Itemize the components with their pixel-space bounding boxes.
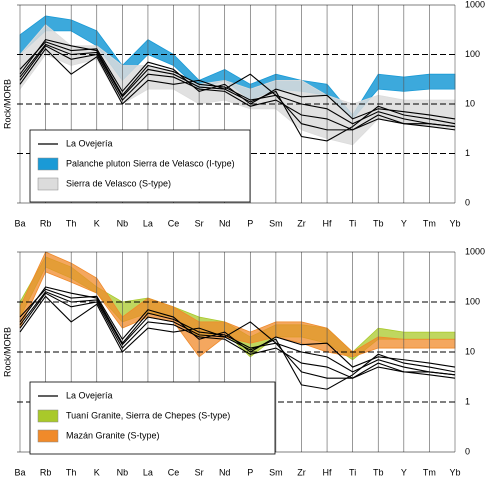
y-tick-label: 100: [465, 296, 480, 306]
x-tick-label: Nd: [219, 467, 231, 477]
x-tick-label: Sr: [195, 467, 204, 477]
x-tick-label: Nb: [117, 467, 129, 477]
x-tick-label: Ce: [168, 218, 180, 228]
x-tick-label: Hf: [323, 467, 332, 477]
sample-line: [19, 288, 456, 368]
sample-line: [19, 291, 456, 390]
x-tick-label: Y: [401, 467, 407, 477]
x-tick-label: Ce: [168, 467, 180, 477]
x-tick-label: Zr: [297, 467, 306, 477]
x-tick-label: Th: [66, 467, 77, 477]
x-tick-label: Nb: [117, 218, 129, 228]
x-tick-label: Ba: [14, 218, 25, 228]
x-tick-label: Tm: [423, 467, 436, 477]
y-tick-label: 10: [465, 98, 475, 108]
x-tick-label: P: [247, 218, 253, 228]
x-tick-label: Zr: [297, 218, 306, 228]
legend-label: Tuaní Granite, Sierra de Chepes (S-type): [66, 410, 230, 420]
x-tick-label: P: [247, 467, 253, 477]
y-tick-label: 1: [465, 148, 470, 158]
x-tick-label: Tb: [373, 218, 384, 228]
legend-swatch: [37, 429, 59, 443]
x-tick-label: Sm: [269, 467, 283, 477]
legend-label: La Ovejería: [66, 390, 113, 400]
y-tick-label: 1000: [465, 0, 485, 9]
x-tick-label: Tb: [373, 467, 384, 477]
x-tick-label: Rb: [40, 218, 52, 228]
x-tick-label: Rb: [40, 467, 52, 477]
y-tick-label: 100: [465, 49, 480, 59]
legend-swatch: [37, 177, 59, 191]
legend-label: Palanche pluton Sierra de Velasco (I-typ…: [66, 158, 235, 168]
y-tick-label: 1: [465, 396, 470, 406]
legend-swatch: [37, 157, 59, 171]
legend-label: Mazán Granite (S-type): [66, 430, 160, 440]
x-tick-label: K: [94, 218, 100, 228]
y-tick-label: 1000: [465, 246, 485, 256]
legend: [29, 129, 251, 203]
legend-label: Sierra de Velasco (S-type): [66, 178, 171, 188]
x-tick-label: Nd: [219, 218, 231, 228]
x-tick-label: Hf: [323, 218, 332, 228]
y-tick-label: 10: [465, 346, 475, 356]
x-tick-label: Ti: [349, 467, 356, 477]
x-tick-label: Y: [401, 218, 407, 228]
x-tick-label: K: [94, 467, 100, 477]
x-tick-label: La: [143, 467, 153, 477]
x-tick-label: Ti: [349, 218, 356, 228]
legend-swatch: [37, 409, 59, 423]
x-tick-label: Ba: [14, 467, 25, 477]
legend-label: La Ovejería: [66, 138, 113, 148]
y-tick-label: 0: [465, 446, 470, 456]
sample-line: [19, 41, 456, 120]
sample-line: [19, 43, 456, 142]
legend: [29, 381, 276, 455]
y-tick-label: 0: [465, 197, 470, 207]
sample-line: [19, 45, 456, 131]
x-tick-label: Sr: [195, 218, 204, 228]
x-tick-label: Yb: [449, 218, 460, 228]
sample-line: [19, 292, 456, 379]
x-tick-label: Sm: [269, 218, 283, 228]
sample-line: [19, 295, 456, 379]
x-tick-label: La: [143, 218, 153, 228]
y-axis-label: Rock/MORB: [2, 79, 12, 129]
x-tick-label: Th: [66, 218, 77, 228]
y-axis-label: Rock/MORB: [2, 327, 12, 377]
x-tick-label: Tm: [423, 218, 436, 228]
sample-line: [19, 48, 456, 131]
x-tick-label: Yb: [449, 467, 460, 477]
